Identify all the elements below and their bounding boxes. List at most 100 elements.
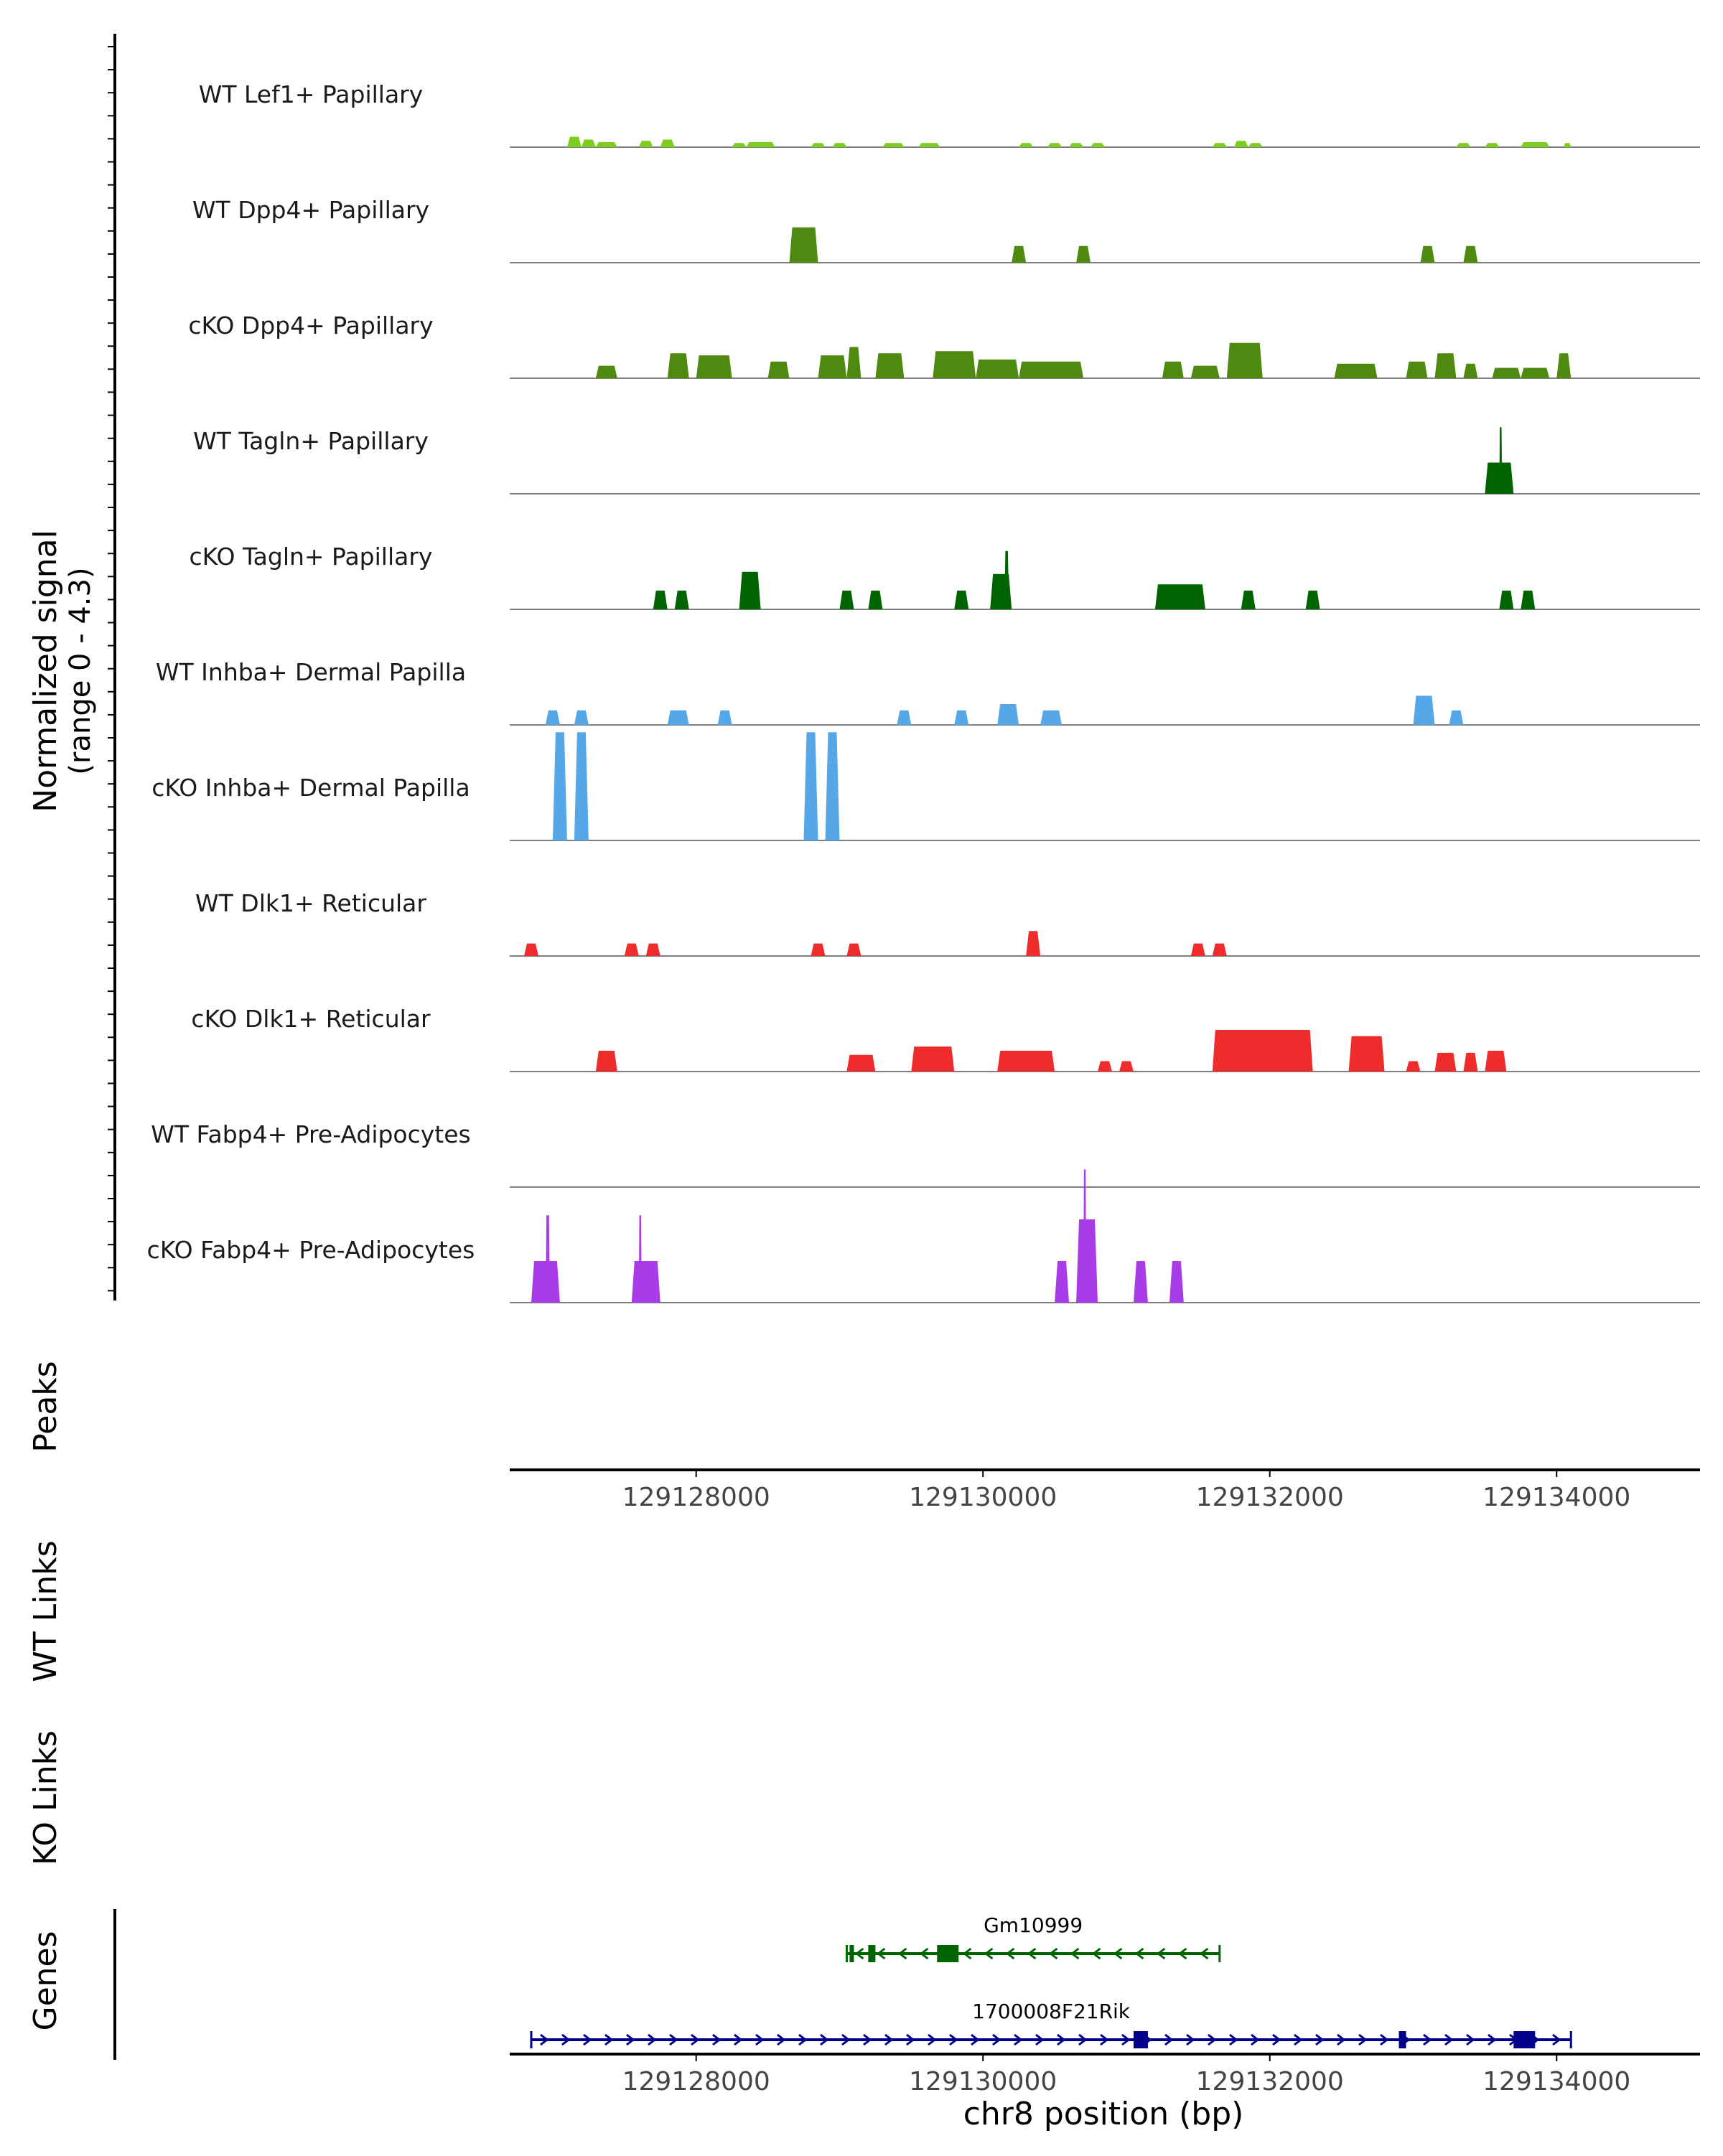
exon <box>849 1945 854 1962</box>
peaks-track-title: Peaks <box>27 1361 64 1452</box>
track-label: WT Dlk1+ Reticular <box>195 889 426 917</box>
signal-peak <box>732 143 747 147</box>
exon <box>1399 2031 1406 2048</box>
strand-chevron <box>1229 2033 1238 2046</box>
strand-chevron <box>1380 2033 1389 2046</box>
strand-chevron <box>1294 2033 1303 2046</box>
strand-chevron <box>669 2033 678 2046</box>
strand-chevron <box>984 1947 994 1960</box>
track-label: WT Inhba+ Dermal Papilla <box>156 658 466 686</box>
signal-peak <box>1004 550 1009 609</box>
signal-peak <box>997 1051 1055 1072</box>
gene-track: Gm10999 1700008F21Rik <box>530 1913 1572 2048</box>
signal-peak <box>667 710 689 725</box>
signal-peak <box>811 143 826 147</box>
signal-peak <box>574 732 589 840</box>
coverage-tracks: WT Lef1+ Papillary WT Dpp4+ Papillary cKO … <box>147 80 1700 1303</box>
strand-chevron <box>1121 2033 1131 2046</box>
strand-chevron <box>1027 1947 1037 1960</box>
signal-peak <box>846 1054 876 1072</box>
strand-chevron <box>540 2033 549 2046</box>
signal-peak <box>811 943 826 956</box>
strand-chevron <box>820 2033 829 2046</box>
x-tick-label: 129132000 <box>1196 1483 1344 1512</box>
signal-peak <box>1485 1051 1507 1072</box>
x-tick-label: 129128000 <box>622 1483 770 1512</box>
signal-peak <box>882 143 905 147</box>
signal-peak <box>1248 143 1263 147</box>
track-2: WT Dpp4+ Papillary <box>192 196 1700 263</box>
signal-peak <box>1040 710 1063 725</box>
strand-chevron <box>906 2033 915 2046</box>
signal-peak <box>638 141 653 147</box>
strand-chevron <box>992 2033 1001 2046</box>
signal-peak <box>1212 143 1227 147</box>
strand-chevron <box>648 2033 657 2046</box>
genes-track-title: Genes <box>27 1931 64 2030</box>
exon <box>1513 2031 1536 2048</box>
signal-peak <box>789 227 818 263</box>
strand-chevron <box>691 2033 700 2046</box>
signal-peak <box>1019 361 1084 378</box>
signal-peak <box>523 943 538 956</box>
signal-peak <box>746 142 775 147</box>
track-label: WT Lef1+ Papillary <box>199 80 424 108</box>
y-axis-subtitle: (range 0 - 4.3) <box>64 567 97 774</box>
signal-peak <box>897 710 912 725</box>
strand-chevron <box>1048 1947 1058 1960</box>
signal-peak <box>1226 342 1263 378</box>
signal-peak <box>1492 367 1521 378</box>
signal-peak <box>1334 363 1378 378</box>
strand-chevron <box>962 1947 972 1960</box>
track-label: WT Fabp4+ Pre-Adipocytes <box>151 1120 470 1148</box>
signal-peak <box>674 590 689 609</box>
signal-peak <box>1485 462 1514 494</box>
x-tick-label: 129130000 <box>909 1483 1057 1512</box>
signal-peak <box>1413 695 1435 725</box>
strand-chevron <box>1251 2033 1260 2046</box>
signal-peak <box>1190 943 1205 956</box>
x-tick-label: 129132000 <box>1196 2067 1344 2096</box>
signal-peak <box>846 347 862 378</box>
signal-peak <box>545 1215 550 1303</box>
strand-chevron <box>1552 2033 1561 2046</box>
strand-chevron <box>1208 2033 1217 2046</box>
strand-chevron <box>884 2033 894 2046</box>
signal-peak <box>1305 590 1320 609</box>
signal-peak <box>581 139 596 147</box>
signal-peak <box>1026 931 1041 956</box>
signal-peak <box>717 710 732 725</box>
x-axis-title: chr8 position (bp) <box>963 2096 1244 2132</box>
strand-chevron <box>1100 2033 1109 2046</box>
signal-peak <box>839 590 854 609</box>
signal-peak <box>954 590 969 609</box>
signal-peak <box>1521 367 1550 378</box>
signal-peak <box>1091 143 1105 147</box>
strand-chevron <box>626 2033 635 2046</box>
strand-chevron <box>777 2033 786 2046</box>
track-4: WT Tagln+ Papillary <box>193 427 1700 495</box>
strand-chevron <box>1078 2033 1088 2046</box>
strand-chevron <box>1177 1947 1187 1960</box>
signal-peak <box>1047 143 1063 147</box>
signal-peak <box>1012 245 1027 263</box>
signal-peak <box>739 571 761 609</box>
signal-peak <box>825 732 840 840</box>
ko-links-track-title: KO Links <box>27 1730 64 1865</box>
signal-peak <box>1434 1052 1457 1072</box>
strand-chevron <box>919 1947 929 1960</box>
gene-Gm10999: Gm10999 <box>845 1913 1221 1962</box>
exon <box>937 1945 959 1962</box>
signal-peak <box>1083 1169 1087 1303</box>
strand-chevron <box>1014 2033 1023 2046</box>
signal-peak <box>1019 143 1034 147</box>
strand-chevron <box>1488 2033 1497 2046</box>
signal-peak <box>552 732 567 840</box>
signal-peak <box>1233 141 1248 147</box>
signal-peak <box>1521 590 1536 609</box>
signal-peak <box>803 732 818 840</box>
gene-1700008F21Rik: 1700008F21Rik <box>530 2000 1572 2048</box>
signal-peak <box>1190 365 1220 378</box>
